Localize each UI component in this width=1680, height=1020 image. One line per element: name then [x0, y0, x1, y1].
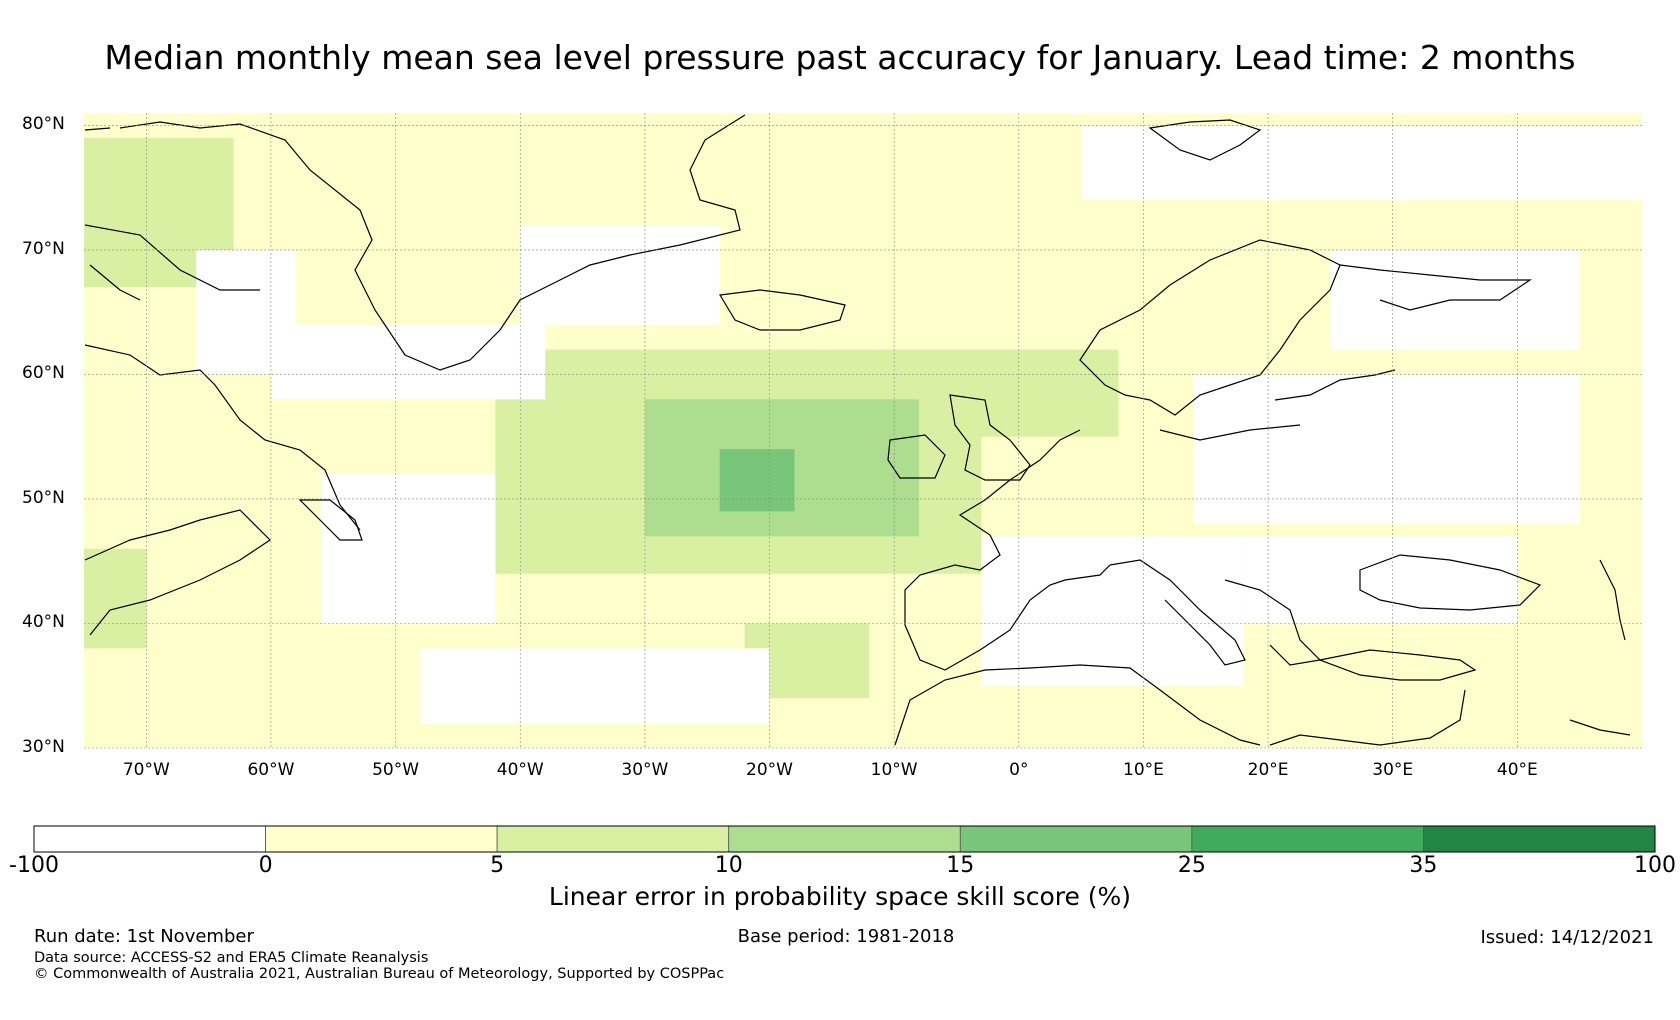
lon-label: 30°W	[621, 760, 669, 780]
issued-date: Issued: 14/12/2021	[1480, 927, 1654, 948]
lon-label: 20°E	[1247, 760, 1289, 780]
skill-region-5	[84, 548, 147, 649]
data-source: Data source: ACCESS-S2 and ERA5 Climate …	[34, 950, 429, 966]
colorbar	[33, 825, 1656, 853]
coastline-kola	[1339, 264, 1532, 311]
skill-region-8	[270, 324, 546, 400]
lon-label: 60°W	[247, 760, 295, 780]
coastlines	[84, 114, 1631, 746]
skill-region-10	[420, 648, 770, 724]
skill-field	[84, 113, 1642, 748]
graticule	[84, 113, 1642, 749]
colorbar-segment	[728, 825, 961, 853]
lon-label: 40°E	[1496, 760, 1538, 780]
chart-title: Median monthly mean sea level pressure p…	[104, 38, 1576, 77]
coastline-black-sea	[1359, 554, 1542, 611]
lon-label: 50°W	[372, 760, 420, 780]
lon-label: 10°W	[870, 760, 918, 780]
colorbar-segment	[265, 825, 498, 853]
lon-label: 40°W	[496, 760, 544, 780]
colorbar-tick-label: 100	[1634, 853, 1676, 878]
lon-label: 70°W	[122, 760, 170, 780]
lat-label: 80°N	[22, 114, 65, 135]
colorbar-tick-label: 5	[490, 853, 505, 878]
skill-region-13	[1243, 536, 1518, 624]
coastline-baltic	[1159, 369, 1396, 441]
colorbar-tick-label: 0	[258, 853, 273, 878]
colorbar-outline	[33, 825, 1656, 853]
coastline-greenland-west	[84, 127, 260, 301]
lat-label: 60°N	[22, 363, 65, 384]
coastline-caspian	[1569, 559, 1631, 736]
skill-region-12	[981, 536, 1244, 686]
lat-label: 70°N	[22, 238, 65, 259]
coastline-svalbard	[1148, 119, 1262, 161]
coastline-north-africa	[894, 664, 1466, 746]
skill-region-3	[719, 449, 795, 512]
colorbar-segment	[496, 825, 730, 853]
colorbar-label: Linear error in probability space skill …	[548, 882, 1132, 911]
skill-region-11	[196, 249, 296, 375]
coastline-turkey	[1317, 649, 1477, 681]
skill-region-6	[956, 349, 1119, 437]
copyright: © Commonwealth of Australia 2021, Austra…	[34, 966, 725, 982]
skill-region-14	[1193, 374, 1580, 524]
run-date: Run date: 1st November	[34, 926, 254, 947]
lat-label: 30°N	[22, 737, 65, 757]
coastline-balkans	[1224, 579, 1322, 666]
lon-label: 10°E	[1123, 760, 1164, 780]
colorbar-segment	[1191, 825, 1424, 853]
colorbar-tick-label: 10	[714, 853, 743, 878]
lon-label: 20°W	[746, 760, 793, 780]
lat-label: 50°N	[22, 487, 65, 508]
coastline-scandinavia	[1079, 239, 1341, 416]
colorbar-tick-label: 35	[1409, 853, 1438, 878]
skill-region-9	[320, 474, 496, 624]
lon-label: 30°E	[1372, 760, 1414, 780]
colorbar-tick-label: 15	[946, 853, 975, 878]
colorbar-segment	[1423, 825, 1656, 853]
lon-label: 0°	[1009, 760, 1029, 780]
skill-region-17	[1081, 125, 1642, 201]
colorbar-tick-label: 25	[1177, 853, 1206, 878]
coastline-great-britain	[949, 394, 1031, 481]
coastline-france-iberia	[904, 429, 1111, 671]
coastline-labrador	[84, 344, 361, 531]
coastline-ireland	[887, 434, 946, 479]
colorbar-segment	[959, 825, 1193, 853]
coastline-iceland	[719, 289, 846, 331]
coastline-nova-scotia	[84, 509, 271, 636]
coastline-italy	[1109, 559, 1246, 666]
base-period: Base period: 1981-2018	[737, 926, 955, 947]
colorbar-segment	[33, 825, 266, 853]
skill-region-16	[520, 225, 720, 325]
coastline-greenland	[119, 114, 746, 371]
colorbar-tick-label: -100	[9, 853, 59, 878]
lat-label: 40°N	[22, 612, 65, 633]
coastline-newfoundland	[298, 499, 363, 541]
